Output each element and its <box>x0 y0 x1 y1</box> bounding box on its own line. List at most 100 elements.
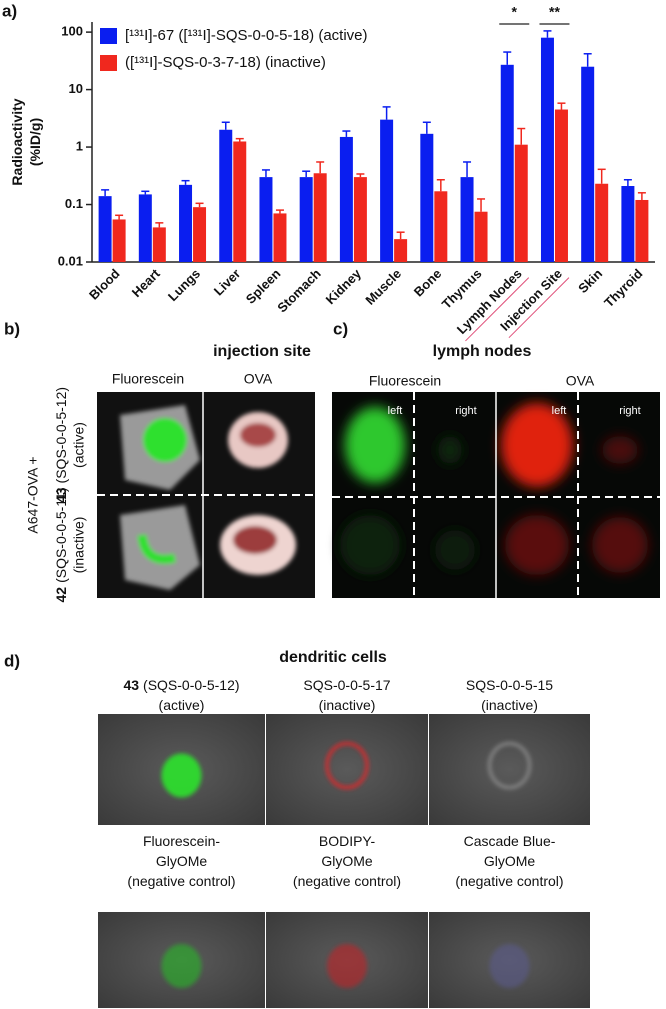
bar <box>138 194 152 262</box>
cell-label: 43 (SQS-0-0-5-12) <box>123 677 239 693</box>
error-bar <box>503 51 512 65</box>
cell <box>489 944 530 988</box>
cell <box>325 742 369 789</box>
error-bar <box>101 189 110 197</box>
cell-line: (negative control) <box>127 873 235 889</box>
panel-title: lymph nodes <box>433 343 532 360</box>
compound: 43 <box>53 487 69 503</box>
row-label: 42 (SQS-0-0-5-11) <box>53 487 69 602</box>
label-underline <box>508 277 570 339</box>
cell-line: BODIPY- <box>319 833 376 849</box>
cell-line: GlyOMe <box>156 853 208 869</box>
x-tick-group: Thyroid <box>601 266 645 310</box>
error-bar <box>316 161 325 174</box>
bar <box>299 177 313 262</box>
bar <box>554 109 568 262</box>
x-tick-group: Bone <box>411 266 445 300</box>
side-label: left <box>388 405 403 417</box>
cell <box>161 944 202 988</box>
x-tick-label: Muscle <box>362 266 404 308</box>
cell <box>161 753 202 798</box>
error-bar <box>597 168 606 184</box>
error-bar <box>141 190 150 195</box>
label-underline <box>465 277 530 342</box>
bar <box>353 177 367 262</box>
error-bar <box>396 231 405 240</box>
bar <box>394 239 408 262</box>
bar <box>339 136 353 262</box>
cell-label: SQS-0-0-5-15 <box>466 677 553 693</box>
panel-d: d) dendritic cells 43 (SQS-0-0-5-12) (acti… <box>4 649 590 1008</box>
cell-line: (SQS-0-0-5-12) <box>143 677 239 693</box>
y-tick-label: 10 <box>69 81 83 96</box>
cell-line: (negative control) <box>455 873 563 889</box>
bar <box>540 37 554 262</box>
x-tick-label: Skin <box>575 266 605 296</box>
cell-line: (inactive) <box>319 697 376 713</box>
x-tick-label: Thyroid <box>601 266 645 310</box>
cell-label: (active) <box>159 697 205 713</box>
x-tick-group: Skin <box>575 266 605 296</box>
error-bar <box>275 209 284 214</box>
error-bar <box>115 214 124 220</box>
error-bar <box>235 137 244 142</box>
cell-label: Cascade Blue- <box>464 833 556 849</box>
error-bar <box>382 106 391 120</box>
bar <box>581 66 595 262</box>
error-bar <box>221 121 230 130</box>
side-label: left <box>552 405 567 417</box>
column-label: Fluorescein <box>112 371 184 387</box>
bar <box>219 129 233 262</box>
x-tick-label: Liver <box>211 266 244 299</box>
panel-b: b) injection site Fluorescein OVA A647-O… <box>4 319 315 603</box>
error-bar <box>155 222 164 228</box>
row-label: (inactive) <box>71 517 87 574</box>
panel-label: a) <box>2 1 17 20</box>
panel-title: injection site <box>213 343 311 360</box>
bar <box>152 227 166 262</box>
bar <box>112 219 126 262</box>
error-bar <box>356 173 365 178</box>
y-tick-label: 1 <box>76 138 83 153</box>
error-bar <box>517 127 526 145</box>
row-line: (SQS-0-0-5-11) <box>53 487 69 582</box>
y-tick-label: 100 <box>61 24 83 39</box>
x-tick-label: Bone <box>411 266 445 300</box>
bar <box>273 213 287 262</box>
panel-c: c) lymph nodes Fluorescein OVA left righ… <box>332 319 660 598</box>
cell-label: (inactive) <box>319 697 376 713</box>
cell-line: (negative control) <box>293 873 401 889</box>
cell <box>488 742 531 789</box>
bar <box>193 207 207 262</box>
bar <box>259 177 273 262</box>
y-tick-label: 0.1 <box>65 196 83 211</box>
side-label: right <box>619 405 640 417</box>
error-bar <box>436 178 445 192</box>
error-bar <box>583 53 592 67</box>
bar <box>380 119 394 262</box>
bar <box>313 173 327 262</box>
panel-label: b) <box>4 319 20 338</box>
error-bar <box>422 121 431 134</box>
x-tick-group: Blood <box>86 266 123 303</box>
cell-label: Fluorescein- <box>143 833 220 849</box>
x-tick-group: Heart <box>129 265 164 300</box>
x-tick-label: Heart <box>129 265 164 300</box>
cell-label: (negative control) <box>455 873 563 889</box>
column-label: OVA <box>244 371 273 387</box>
bar <box>635 199 649 262</box>
cell-image <box>429 714 590 825</box>
x-tick-label: Stomach <box>274 266 323 315</box>
x-tick-group: Stomach <box>274 266 323 315</box>
bar <box>179 184 193 262</box>
y-label-line: Radioactivity <box>9 98 25 185</box>
x-tick-group: Kidney <box>323 265 365 307</box>
bar <box>474 211 488 262</box>
error-bar <box>181 179 190 185</box>
panel-label: d) <box>4 651 20 670</box>
image <box>120 405 296 590</box>
bar <box>595 183 609 262</box>
cell-line: (active) <box>159 697 205 713</box>
error-bar <box>637 192 646 200</box>
